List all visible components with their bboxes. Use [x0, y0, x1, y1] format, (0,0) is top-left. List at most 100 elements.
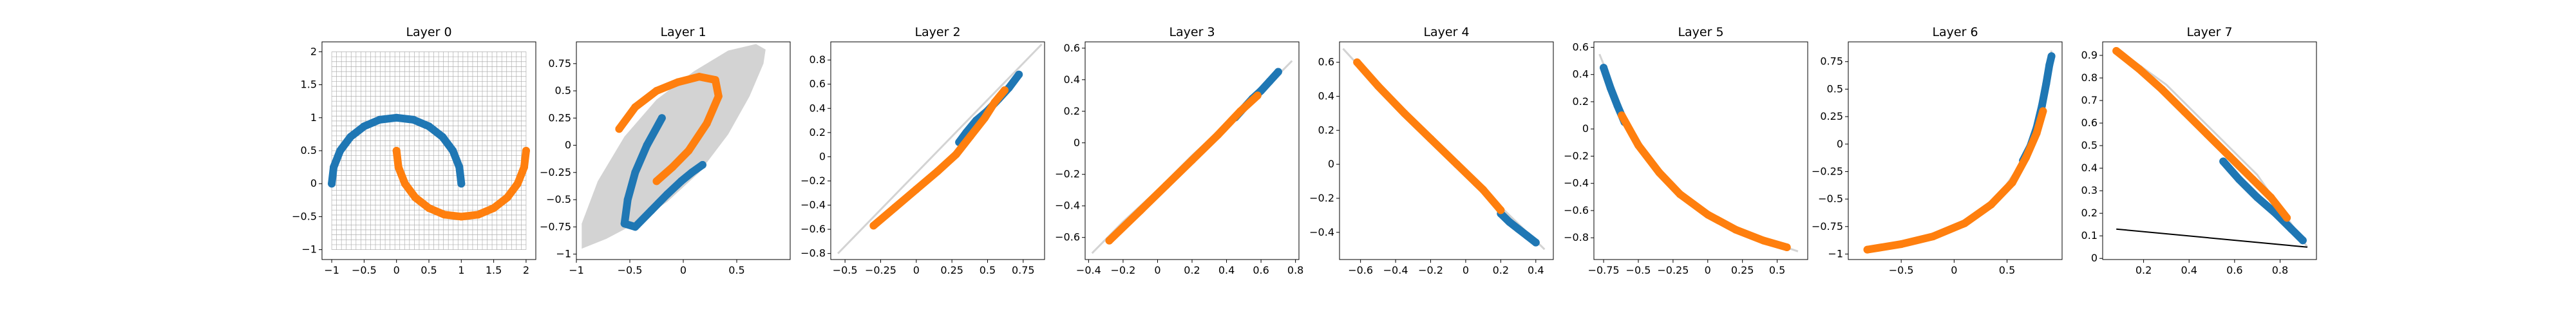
x-tick-label: 0 — [680, 264, 687, 276]
y-tick-label: −0.6 — [1564, 204, 1589, 216]
plot-area — [1598, 53, 1799, 252]
axes-frame — [1848, 41, 2063, 260]
subplot-7: Layer 7 0.2 0.4 0.6 0.8 0 0.1 0.2 0.3 0.4 0.5 0.6 0.… — [2081, 25, 2317, 276]
data-point — [1676, 190, 1684, 198]
x-tick-label: −0.25 — [865, 264, 896, 276]
data-point — [1265, 77, 1274, 86]
y-tick-label: −0.2 — [1309, 192, 1334, 204]
x-tick-label: −0.25 — [1657, 264, 1689, 276]
x-tick-label: −0.2 — [1418, 264, 1443, 276]
data-point — [2249, 175, 2257, 184]
x-tick-label: −0.5 — [1889, 264, 1914, 276]
manifold-region — [582, 44, 766, 249]
x-tick-label: −0.5 — [618, 264, 643, 276]
x-tick-label: 0.8 — [1287, 264, 1303, 276]
data-point — [2042, 79, 2050, 88]
plot-area — [2112, 47, 2309, 248]
data-point — [1353, 58, 1361, 66]
subplot-3: Layer 3 −0.4 −0.2 0 0.2 0.4 0.6 0.8 −0.6 −0.4 −0.2… — [1055, 25, 1303, 276]
y-tick-label: 0 — [310, 177, 317, 189]
manifold-curve — [837, 43, 1043, 254]
axes-frame — [830, 41, 1045, 260]
y-tick-label: 0.75 — [1820, 55, 1843, 68]
x-tick-label: 0.6 — [1253, 264, 1269, 276]
series-blue — [2219, 157, 2307, 245]
data-point — [912, 185, 920, 194]
subplot-4: Layer 4 −0.6 −0.4 −0.2 0 0.2 0.4 −0.4 −0.2 0 0.2 0.… — [1309, 25, 1554, 276]
data-point — [1015, 70, 1023, 79]
x-tick-label: 2 — [523, 264, 529, 276]
series-orange — [392, 147, 530, 221]
x-tick-label: 1 — [458, 264, 464, 276]
series-orange — [1353, 58, 1505, 214]
y-tick-label: −1 — [556, 248, 571, 260]
y-tick-label: 0 — [1582, 122, 1589, 135]
manifold-curve — [1864, 50, 2053, 252]
data-point — [1274, 68, 1282, 76]
series-orange — [2112, 47, 2291, 222]
series-blue — [2019, 52, 2056, 165]
y-tick-label: 0.9 — [2081, 49, 2098, 61]
series-blue — [1497, 209, 1540, 247]
y-tick-label: −0.4 — [1055, 200, 1080, 212]
chart-title: Layer 6 — [1932, 25, 1978, 39]
data-point — [966, 132, 974, 140]
data-point — [1497, 206, 1505, 214]
y-tick-label: −0.75 — [540, 220, 571, 232]
data-point — [440, 211, 449, 219]
y-tick-label: 0.2 — [1573, 95, 1589, 108]
y-tick-label: 0 — [565, 139, 571, 151]
data-point — [1613, 102, 1622, 110]
y-tick-label: 0.8 — [2081, 71, 2098, 84]
y-tick-label: −0.5 — [292, 210, 317, 222]
axes-frame — [1339, 41, 1554, 260]
data-point — [623, 196, 632, 204]
manifold-curve — [1598, 53, 1799, 252]
y-tick-label: 0 — [819, 150, 826, 162]
data-point — [425, 204, 433, 213]
plot-area — [1342, 48, 1546, 251]
decision-line — [2116, 228, 2307, 248]
data-point — [522, 147, 530, 155]
data-point — [615, 125, 623, 133]
series-line — [1105, 91, 1262, 245]
data-point — [2203, 130, 2211, 138]
data-point — [1655, 168, 1663, 176]
data-point — [1188, 156, 1196, 164]
data-point — [513, 180, 522, 188]
data-point — [658, 114, 666, 122]
data-point — [346, 133, 355, 141]
data-point — [411, 193, 419, 202]
data-point — [328, 180, 336, 188]
subplot-6: Layer 6 −0.5 0 0.5 −1 −0.75 −0.5 −0.25 0 0.25 0.5 0… — [1812, 25, 2063, 276]
data-point — [1731, 225, 1739, 234]
x-tick-label: 0 — [1705, 264, 1711, 276]
x-tick-label: 0.6 — [2226, 264, 2242, 276]
x-tick-label: −1 — [569, 264, 584, 276]
y-tick-label: −0.6 — [1055, 231, 1080, 243]
chart-title: Layer 2 — [914, 25, 960, 39]
x-tick-label: 0 — [1463, 264, 1469, 276]
data-point — [1618, 111, 1626, 120]
data-point — [449, 147, 457, 155]
data-point — [1759, 236, 1768, 245]
data-point — [677, 177, 685, 185]
data-point — [631, 103, 639, 111]
x-tick-label: −0.4 — [1076, 264, 1101, 276]
data-point — [1600, 64, 1608, 72]
data-point — [891, 204, 899, 212]
x-tick-label: 0.25 — [940, 264, 963, 276]
data-point — [2135, 65, 2143, 73]
y-tick-label: −0.25 — [540, 166, 571, 178]
data-point — [952, 150, 960, 158]
data-point — [1897, 240, 1906, 249]
data-point — [409, 115, 417, 124]
x-tick-label: 0.4 — [1528, 264, 1544, 276]
chart-title: Layer 7 — [2186, 25, 2232, 39]
data-point — [1453, 160, 1461, 169]
x-tick-label: −0.5 — [352, 264, 377, 276]
data-point — [2008, 178, 2016, 187]
data-point — [401, 180, 409, 188]
y-tick-label: 0.8 — [810, 53, 826, 66]
subplot-0: Layer 0 −1 −0.5 0 0.5 1 1.5 2 −1 −0.5 0 0.5 1 1.5 2 — [292, 25, 536, 276]
